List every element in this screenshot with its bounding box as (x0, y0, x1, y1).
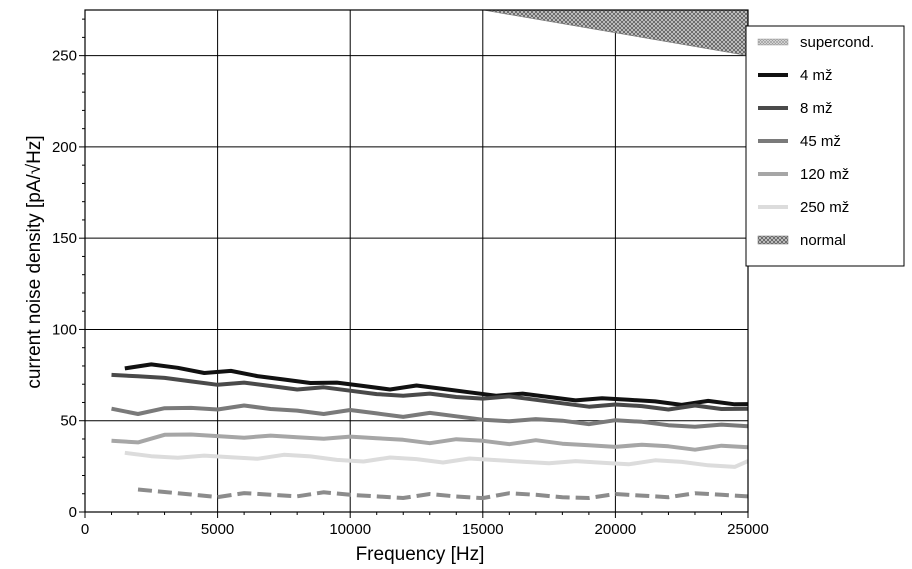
x-tick-label: 25000 (727, 521, 769, 538)
y-tick-label: 100 (52, 321, 77, 338)
x-tick-label: 10000 (329, 521, 371, 538)
series-0-line (137, 487, 748, 501)
series-4-line (111, 432, 748, 452)
series-2-line (111, 372, 748, 412)
y-tick-label: 0 (69, 504, 77, 521)
series-6-area (482, 10, 748, 56)
y-axis-title: current noise density [pA/√Hz] (24, 135, 45, 388)
x-tick-label: 0 (81, 521, 89, 538)
normal-area (482, 10, 748, 56)
legend-item-6-swatch (757, 235, 789, 245)
axis-ticks: 0 5000 10000 15000 20000 25000 0 50 100 150 200 250 (52, 18, 769, 538)
plot-frame (84, 9, 749, 513)
x-axis-title: Frequency [Hz] (356, 544, 485, 565)
y-tick-label: 50 (60, 413, 77, 430)
y-tick-label: 250 (52, 48, 77, 65)
grid-lines (85, 10, 748, 512)
legend-item-6-label: normal (800, 232, 846, 249)
legend-item-0-label: supercond. (800, 34, 874, 51)
legend-item-0-swatch (757, 38, 789, 46)
legend-item-4-label: 120 mž (800, 166, 849, 183)
legend-item-3-label: 45 mž (800, 133, 841, 150)
series-3-line (111, 403, 748, 429)
legend-item-2-label: 8 mž (800, 100, 833, 117)
x-tick-label: 20000 (595, 521, 637, 538)
x-tick-label: 5000 (201, 521, 234, 538)
series-lines (111, 362, 748, 501)
legend: supercond. 4 mž 8 mž 45 mž 120 mž 250 mž norma… (745, 25, 905, 267)
x-tick-label: 15000 (462, 521, 504, 538)
y-tick-label: 150 (52, 230, 77, 247)
legend-item-5-label: 250 mž (800, 199, 849, 216)
legend-item-1-label: 4 mž (800, 67, 833, 84)
y-tick-label: 200 (52, 139, 77, 156)
series-1-line (124, 362, 748, 407)
series-5-line (124, 450, 748, 469)
legend-box (745, 25, 905, 267)
